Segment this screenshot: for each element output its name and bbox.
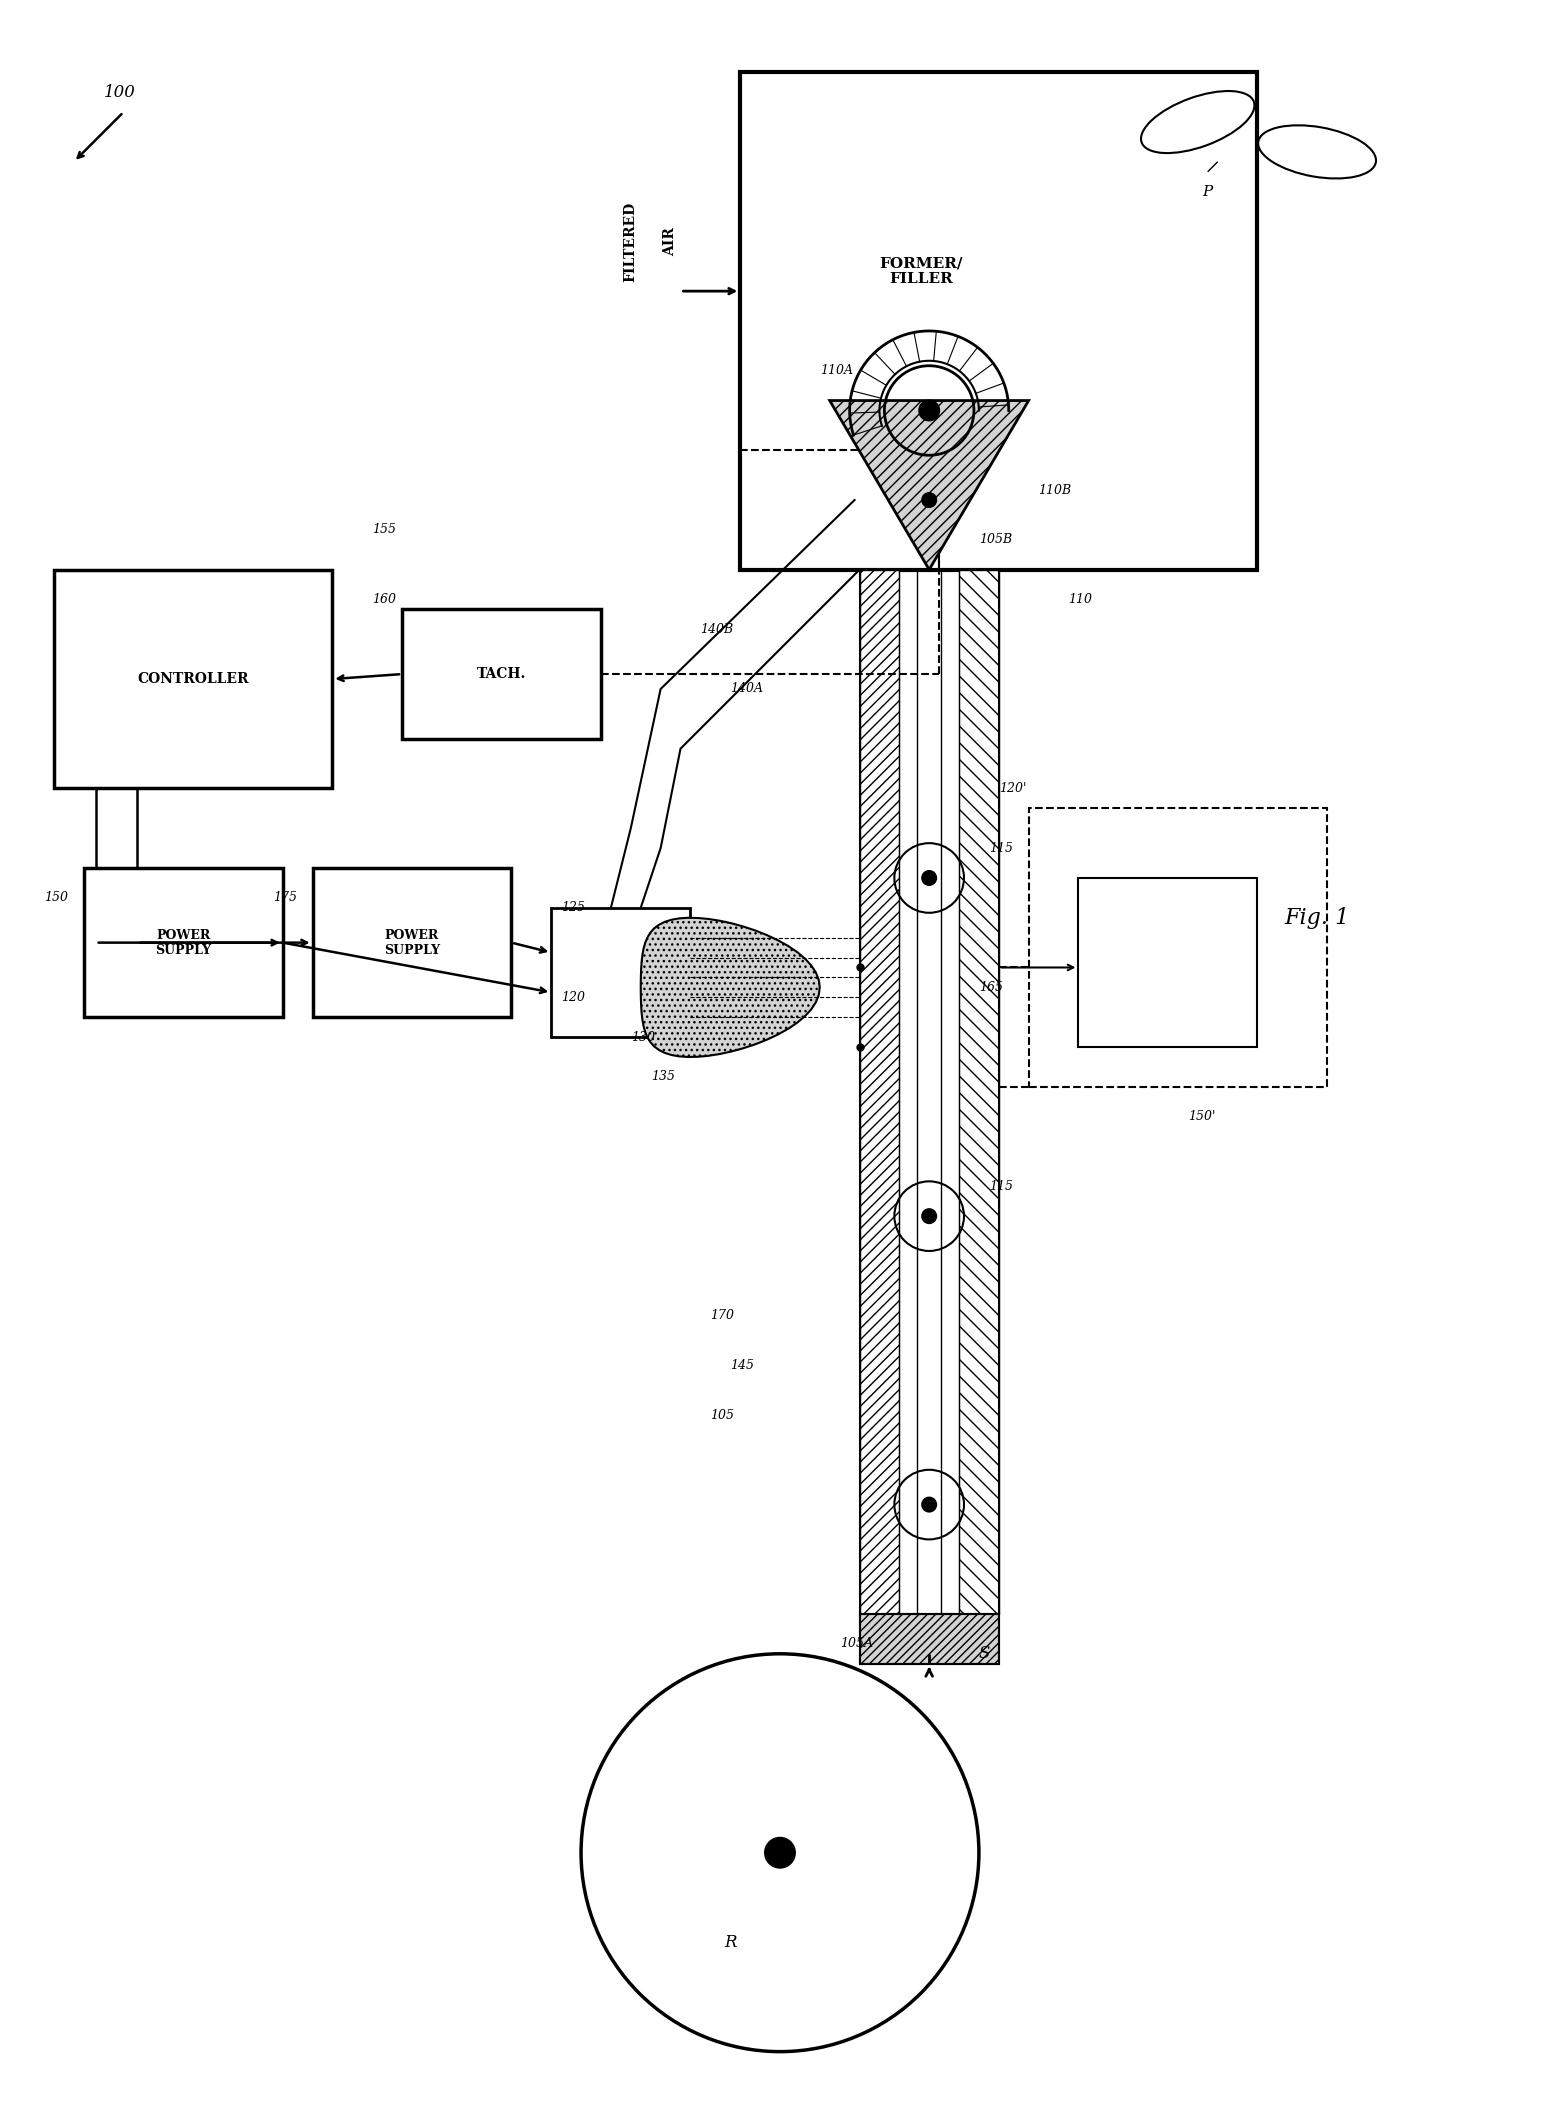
Text: 170: 170	[710, 1308, 735, 1323]
Bar	[402, 610, 601, 739]
Text: 120: 120	[561, 991, 585, 1003]
Text: 140B: 140B	[700, 622, 733, 635]
Text: R: R	[724, 1933, 736, 1950]
Text: POWER
SUPPLY: POWER SUPPLY	[155, 929, 211, 957]
Bar	[1078, 879, 1258, 1048]
Text: CONTROLLER: CONTROLLER	[137, 671, 248, 686]
Text: 125: 125	[561, 902, 585, 915]
Bar	[54, 569, 332, 788]
Bar	[551, 908, 691, 1037]
Bar	[1028, 809, 1326, 1086]
Polygon shape	[641, 919, 820, 1056]
Text: 100: 100	[104, 85, 135, 102]
Bar	[859, 569, 899, 1613]
Text: 150': 150'	[1188, 1109, 1214, 1124]
Circle shape	[919, 400, 940, 421]
Text: 140A: 140A	[730, 682, 763, 696]
Text: FORMER/
FILLER: FORMER/ FILLER	[879, 256, 963, 286]
Bar	[312, 868, 511, 1018]
Text: 105: 105	[710, 1408, 735, 1423]
Text: AIR: AIR	[663, 227, 677, 256]
Text: 105B: 105B	[978, 533, 1013, 546]
Circle shape	[766, 1838, 795, 1867]
Polygon shape	[829, 400, 1028, 569]
Text: 115: 115	[989, 843, 1013, 855]
Bar	[741, 72, 1258, 569]
Text: 130: 130	[631, 1031, 655, 1044]
Text: 105A: 105A	[840, 1636, 873, 1651]
Text: 160: 160	[373, 593, 396, 605]
Text: FILTERED: FILTERED	[624, 201, 638, 282]
Text: 120': 120'	[999, 781, 1027, 796]
Bar	[84, 868, 283, 1018]
Circle shape	[922, 870, 936, 885]
Text: 135: 135	[651, 1071, 674, 1084]
Bar	[960, 569, 999, 1613]
Text: 110A: 110A	[820, 364, 853, 377]
Circle shape	[922, 1497, 936, 1512]
Text: S: S	[978, 1645, 991, 1662]
Bar	[859, 1613, 999, 1664]
Text: 155: 155	[373, 523, 396, 536]
Text: POWER
SUPPLY: POWER SUPPLY	[384, 929, 439, 957]
Ellipse shape	[1258, 125, 1376, 178]
Text: P: P	[1202, 184, 1213, 199]
Text: 110: 110	[1068, 593, 1092, 605]
Text: 165: 165	[978, 980, 1003, 993]
Bar	[859, 1613, 999, 1664]
Ellipse shape	[1141, 91, 1255, 152]
Circle shape	[922, 1209, 936, 1224]
Circle shape	[922, 493, 936, 506]
Text: 145: 145	[730, 1359, 755, 1372]
Text: Fig. 1: Fig. 1	[1284, 906, 1350, 929]
Text: 150: 150	[43, 891, 68, 904]
Text: 115: 115	[989, 1179, 1013, 1192]
Text: TACH.: TACH.	[477, 667, 526, 682]
Text: 175: 175	[273, 891, 297, 904]
Text: 110B: 110B	[1039, 483, 1072, 497]
